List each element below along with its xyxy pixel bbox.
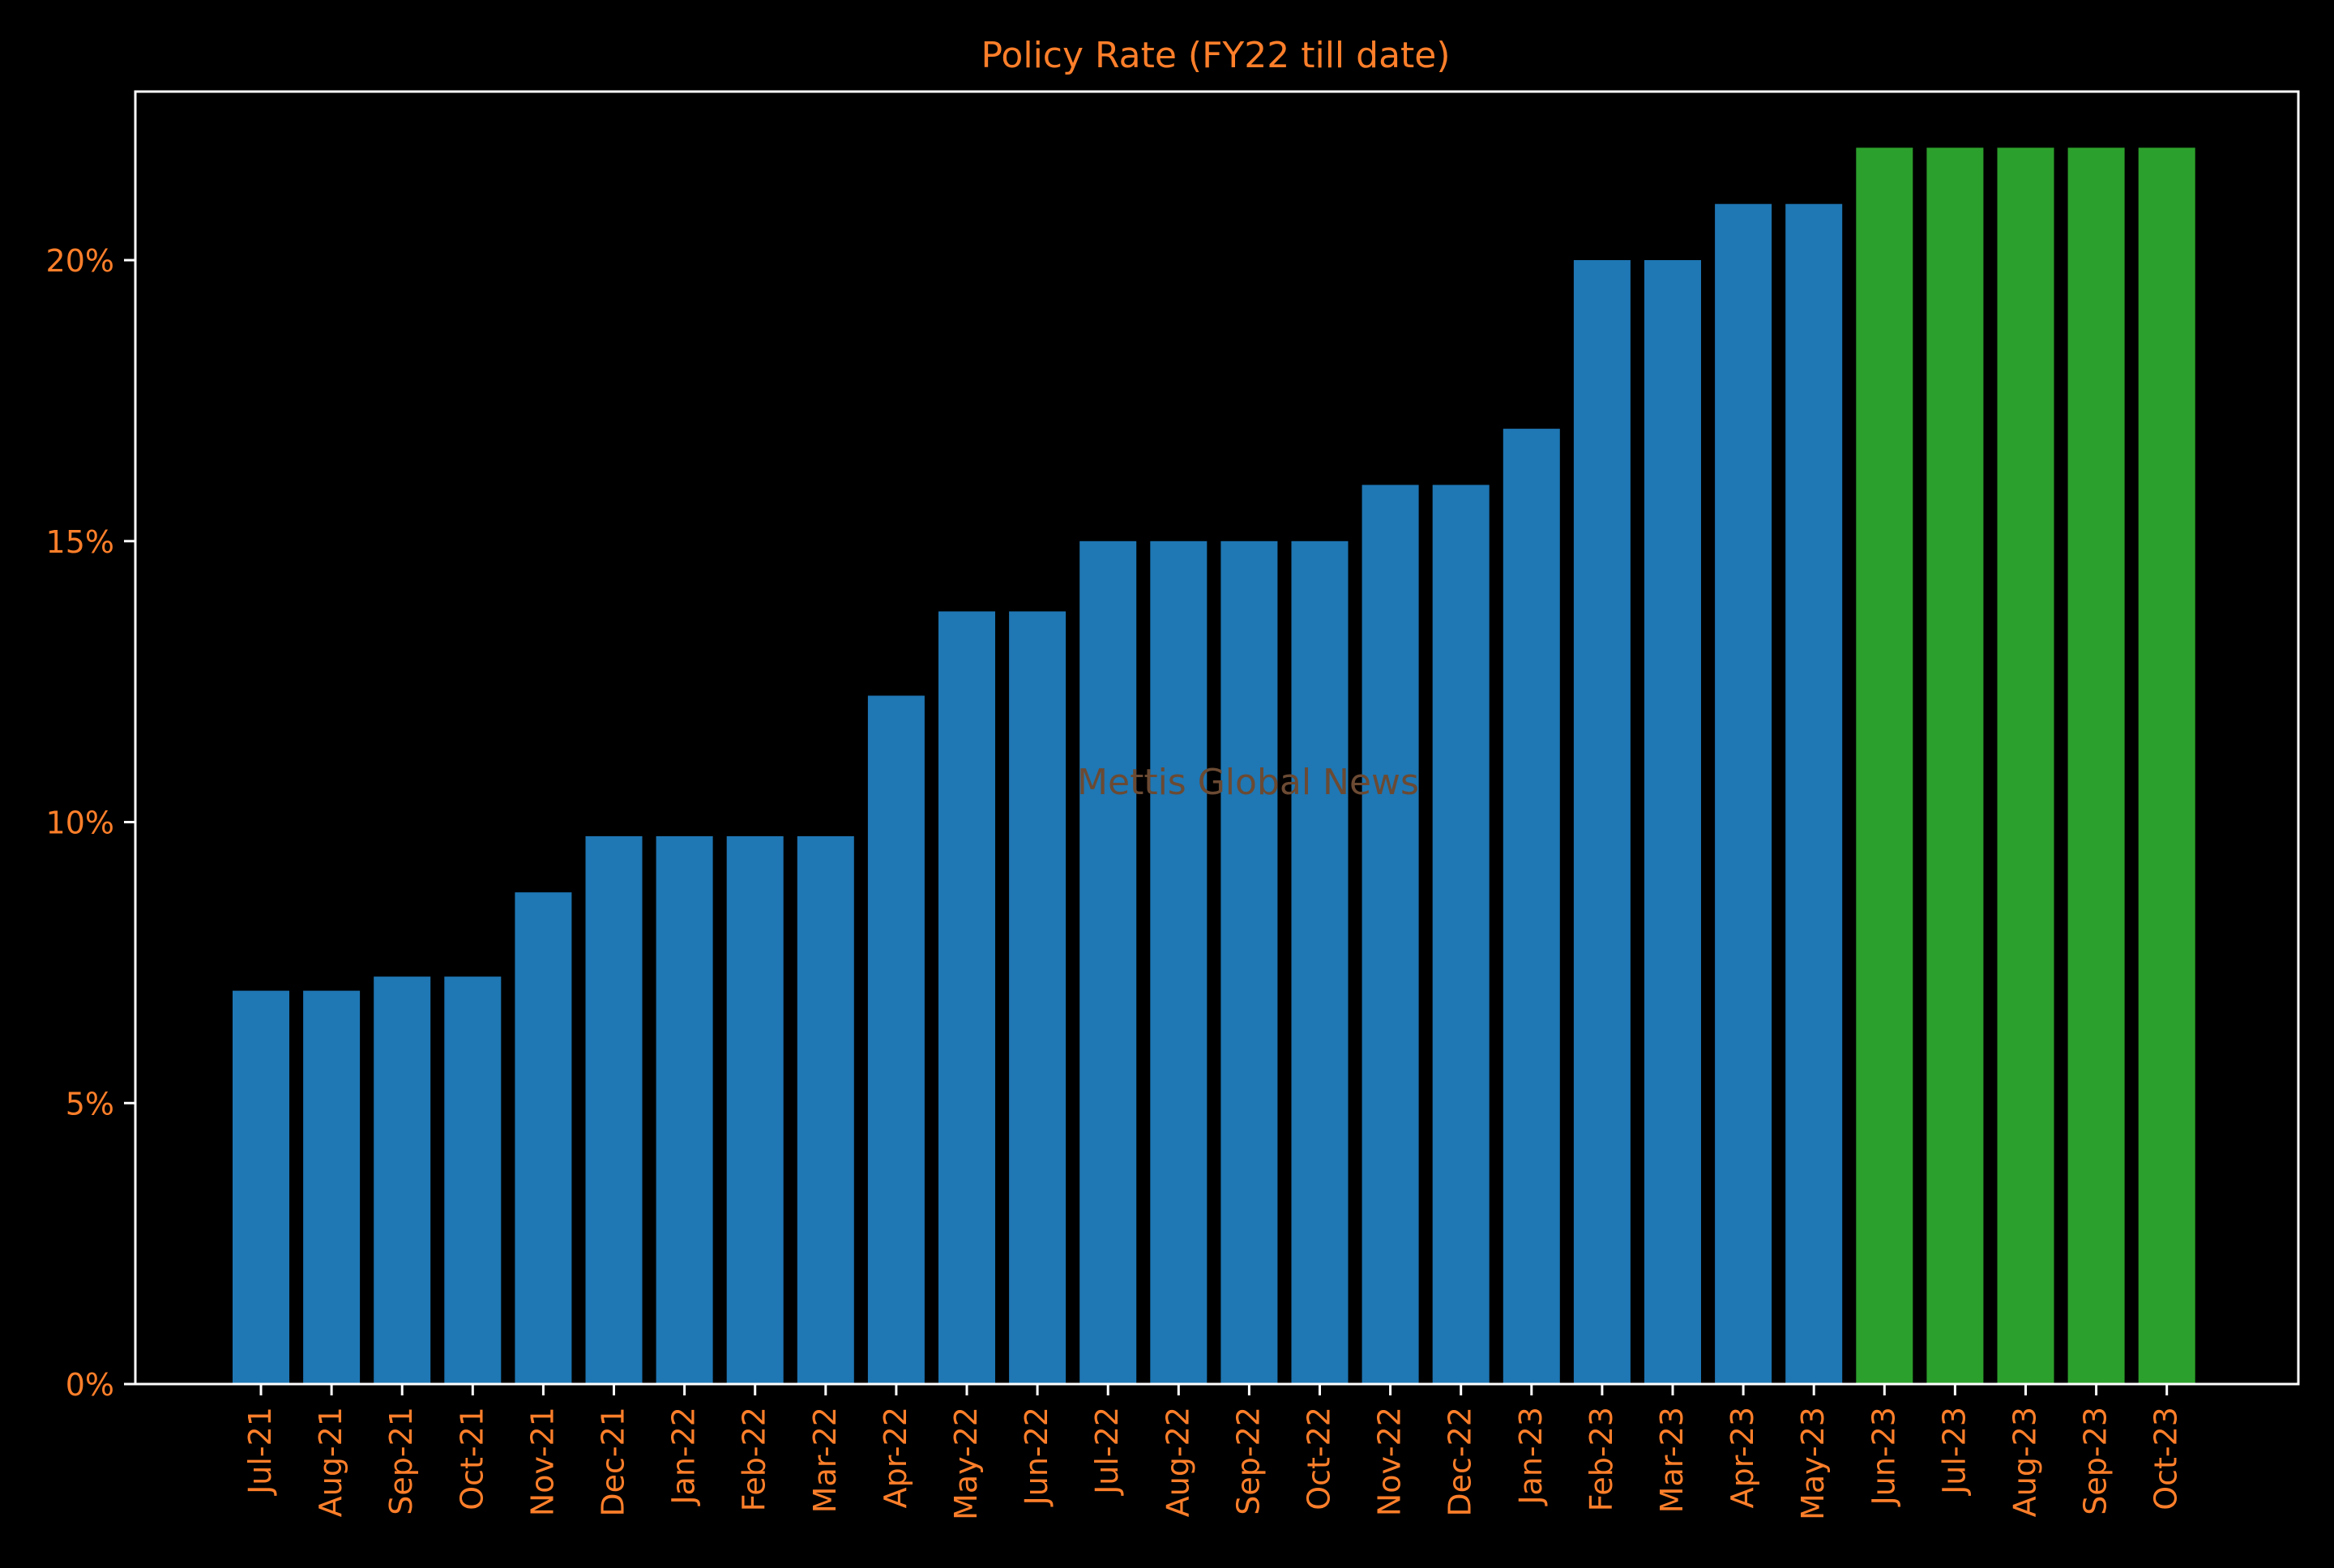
bar-apr-23 xyxy=(1715,203,1772,1385)
bar-sep-21 xyxy=(374,976,431,1384)
bar-nov-21 xyxy=(515,892,572,1384)
bar-oct-22 xyxy=(1291,540,1349,1384)
bar-mar-22 xyxy=(797,835,854,1384)
x-axis: Jul-21 Aug-21 Sep-21 Oct-21 Nov-21 Dec-21 Jan-… xyxy=(242,1384,2184,1520)
y-tick-label: 0% xyxy=(66,1367,114,1403)
bar-jul-23 xyxy=(1926,147,1984,1384)
bar-may-22 xyxy=(938,611,995,1384)
bar-may-23 xyxy=(1785,203,1843,1385)
y-axis: 0% 5% 10% 15% 20% xyxy=(46,243,135,1403)
bar-nov-22 xyxy=(1362,485,1419,1384)
bar-oct-23 xyxy=(2138,147,2195,1384)
y-tick-label: 15% xyxy=(46,524,114,560)
bar-sep-23 xyxy=(2067,147,2125,1384)
bar-feb-23 xyxy=(1573,260,1631,1384)
x-tick-label: Oct-21 xyxy=(454,1407,489,1510)
x-tick-label: Nov-21 xyxy=(524,1407,560,1516)
bar-jul-21 xyxy=(233,990,289,1384)
x-tick-label: Sep-22 xyxy=(1230,1407,1266,1515)
bar-jan-23 xyxy=(1503,429,1560,1384)
bar-apr-22 xyxy=(867,695,925,1384)
bar-aug-21 xyxy=(303,990,361,1384)
x-tick-label: Apr-22 xyxy=(878,1407,913,1508)
x-tick-label: Sep-21 xyxy=(383,1407,419,1515)
chart-title: Policy Rate (FY22 till date) xyxy=(981,35,1450,76)
x-tick-label: May-23 xyxy=(1795,1407,1831,1520)
x-tick-label: Nov-22 xyxy=(1372,1407,1408,1516)
x-tick-label: Oct-22 xyxy=(1302,1407,1337,1510)
x-tick-label: Mar-23 xyxy=(1654,1407,1690,1513)
bars-group xyxy=(233,147,2195,1385)
x-tick-label: Apr-23 xyxy=(1725,1407,1760,1508)
y-tick-label: 5% xyxy=(66,1086,114,1122)
x-tick-label: Jun-23 xyxy=(1866,1407,1901,1506)
x-tick-label: Sep-23 xyxy=(2078,1407,2114,1515)
bar-oct-21 xyxy=(444,976,502,1384)
x-tick-label: May-22 xyxy=(948,1407,984,1520)
bar-aug-22 xyxy=(1150,540,1208,1384)
x-tick-label: Oct-23 xyxy=(2148,1407,2184,1510)
bar-dec-22 xyxy=(1432,485,1490,1384)
bar-feb-22 xyxy=(726,835,784,1384)
x-tick-label: Jul-21 xyxy=(242,1407,278,1496)
watermark-text: Mettis Global News xyxy=(1077,762,1419,803)
bar-mar-23 xyxy=(1644,260,1701,1384)
x-tick-label: Feb-22 xyxy=(737,1407,772,1511)
x-tick-label: Jan-23 xyxy=(1513,1407,1549,1506)
x-tick-label: Aug-23 xyxy=(2007,1407,2043,1517)
x-tick-label: Jul-23 xyxy=(1936,1407,1972,1496)
x-tick-label: Jan-22 xyxy=(666,1407,702,1506)
bar-jun-22 xyxy=(1009,611,1067,1384)
x-tick-label: Dec-21 xyxy=(596,1407,631,1517)
y-tick-label: 10% xyxy=(46,805,114,841)
x-tick-label: Mar-22 xyxy=(807,1407,843,1513)
axes-frame xyxy=(134,90,2300,1386)
x-tick-label: Aug-22 xyxy=(1160,1407,1195,1517)
x-tick-label: Aug-21 xyxy=(313,1407,348,1517)
bar-jan-22 xyxy=(656,835,713,1384)
x-tick-label: Dec-22 xyxy=(1443,1407,1478,1517)
bar-aug-23 xyxy=(1997,147,2054,1384)
x-tick-label: Jul-22 xyxy=(1089,1407,1125,1496)
x-tick-label: Feb-23 xyxy=(1584,1407,1619,1511)
y-tick-label: 20% xyxy=(46,243,114,279)
x-tick-label: Jun-22 xyxy=(1019,1407,1054,1506)
bar-dec-21 xyxy=(585,835,643,1384)
bar-sep-22 xyxy=(1220,540,1278,1384)
bar-jun-23 xyxy=(1856,147,1913,1384)
bar-jul-22 xyxy=(1079,540,1137,1384)
